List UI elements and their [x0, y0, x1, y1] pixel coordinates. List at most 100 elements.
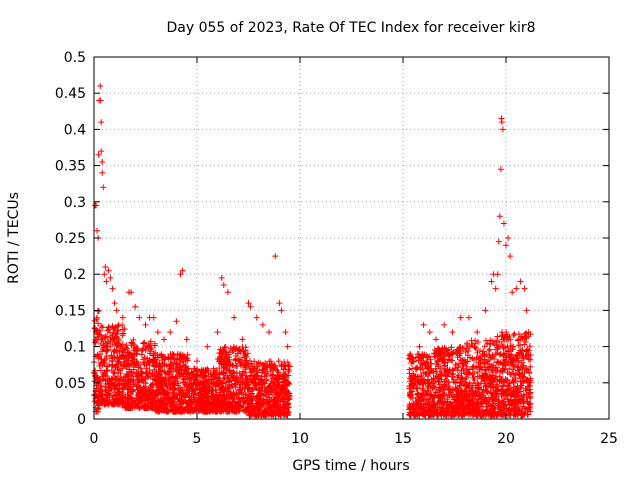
x-tick-label: 15	[394, 431, 412, 447]
dense-point-cluster	[121, 336, 159, 412]
data-point	[150, 314, 157, 321]
data-point	[183, 336, 190, 343]
chart-title: Day 055 of 2023, Rate Of TEC Index for r…	[166, 20, 535, 36]
y-tick-label: 0	[77, 412, 86, 428]
data-point	[111, 300, 118, 307]
data-point	[100, 184, 107, 191]
data-point	[465, 314, 472, 321]
data-point	[449, 329, 456, 336]
data-point	[247, 303, 254, 310]
data-point	[101, 271, 108, 278]
data-point	[119, 314, 126, 321]
data-point	[513, 285, 520, 292]
y-tick-label: 0.05	[55, 376, 86, 392]
data-point	[494, 271, 501, 278]
data-point	[239, 336, 246, 343]
x-tick-label: 20	[497, 431, 515, 447]
data-point	[507, 253, 514, 260]
y-tick-label: 0.35	[55, 159, 86, 175]
data-point	[488, 278, 495, 285]
data-point	[253, 314, 260, 321]
data-point	[517, 278, 524, 285]
data-point	[495, 238, 502, 245]
data-point	[500, 220, 507, 227]
data-point	[179, 267, 186, 274]
y-tick-label: 0.5	[64, 50, 86, 66]
data-point	[525, 329, 532, 336]
y-tick-label: 0.45	[55, 86, 86, 102]
data-point	[105, 267, 112, 274]
data-point	[142, 321, 149, 328]
dense-point-cluster	[152, 350, 192, 415]
data-point	[214, 329, 221, 336]
data-point	[98, 119, 105, 126]
data-point	[113, 307, 120, 314]
data-point	[204, 343, 211, 350]
data-point	[272, 253, 279, 260]
x-tick-label: 10	[291, 431, 309, 447]
y-tick-label: 0.15	[55, 303, 86, 319]
x-tick-label: 5	[193, 431, 202, 447]
data-point	[482, 307, 489, 314]
y-tick-label: 0.2	[64, 267, 86, 283]
data-point	[94, 227, 101, 234]
data-point	[136, 314, 143, 321]
data-point	[498, 119, 505, 126]
data-point	[97, 82, 104, 89]
y-tick-label: 0.4	[64, 122, 86, 138]
data-point	[523, 307, 530, 314]
data-point	[496, 213, 503, 220]
y-tick-label: 0.25	[55, 231, 86, 247]
data-point	[231, 314, 238, 321]
dense-point-cluster	[185, 365, 221, 415]
data-point	[102, 263, 109, 270]
data-point	[499, 126, 506, 133]
data-point	[115, 321, 122, 328]
data-point	[224, 289, 231, 296]
x-tick-label: 25	[600, 431, 618, 447]
data-point	[432, 336, 439, 343]
data-point	[284, 343, 291, 350]
data-point	[441, 321, 448, 328]
dense-point-cluster	[492, 329, 534, 419]
data-point	[95, 151, 102, 158]
data-point	[97, 97, 104, 104]
data-point	[109, 285, 116, 292]
data-point	[278, 307, 285, 314]
data-point	[282, 329, 289, 336]
data-point	[416, 343, 423, 350]
data-point	[220, 282, 227, 289]
data-point	[173, 318, 180, 325]
data-point	[154, 329, 161, 336]
data-point	[161, 336, 168, 343]
dense-point-cluster	[97, 322, 128, 408]
data-point	[167, 329, 174, 336]
data-point	[521, 285, 528, 292]
data-point	[103, 278, 110, 285]
data-point	[505, 235, 512, 241]
data-point	[128, 289, 135, 296]
data-point	[503, 242, 509, 249]
x-axis-title: GPS time / hours	[292, 458, 409, 474]
data-point	[266, 329, 273, 336]
dense-point-cluster	[406, 350, 437, 419]
axis-ticks: 0 0.05 0.1 0.15 0.2 0.25 0.3 0.35 0.4 0.45 0.5 0 5 10…	[55, 50, 618, 447]
dense-point-cluster	[245, 358, 293, 419]
data-point	[132, 303, 139, 310]
data-point	[194, 358, 200, 365]
data-point	[410, 358, 417, 365]
data-point	[420, 321, 427, 328]
dense-point-cluster	[461, 337, 499, 419]
data-point	[474, 329, 481, 336]
data-point	[99, 158, 106, 165]
data-point	[98, 148, 105, 155]
data-point	[492, 285, 499, 292]
x-tick-label: 0	[90, 431, 99, 447]
data-point	[218, 274, 225, 281]
data-point	[177, 271, 184, 278]
y-axis-title: ROTI / TECUs	[6, 192, 22, 284]
data-point	[457, 314, 464, 321]
data-point	[276, 300, 283, 307]
data-point	[99, 169, 106, 176]
